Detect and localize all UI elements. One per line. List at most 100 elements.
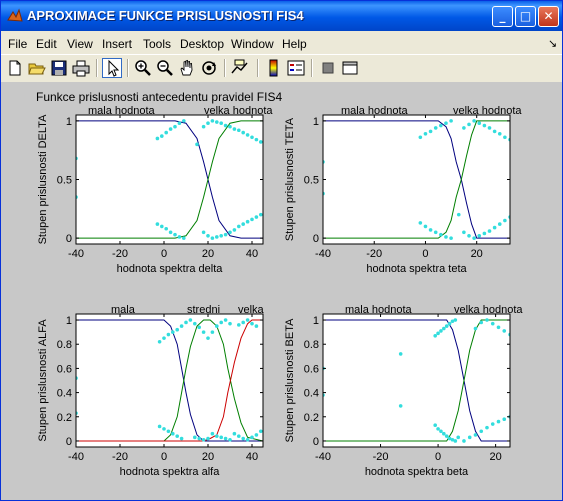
print-icon[interactable] bbox=[71, 58, 91, 78]
axes-panel-2[interactable]: -40 -20 0 20 0 0.5 1 hodnota spektra teta Stupen… bbox=[284, 105, 522, 275]
x-tick-label: 0 bbox=[161, 451, 167, 463]
data-point bbox=[206, 233, 210, 238]
menu-bar: File Edit View Insert Tools Desktop Wind… bbox=[1, 32, 562, 54]
menu-desktop[interactable]: Desktop bbox=[180, 37, 225, 51]
menu-edit[interactable]: Edit bbox=[36, 37, 57, 51]
y-tick-label: 0.8 bbox=[304, 339, 319, 351]
data-point bbox=[245, 133, 250, 137]
plot-area bbox=[323, 119, 510, 240]
y-tick-label: 0.4 bbox=[57, 388, 72, 400]
data-point bbox=[487, 229, 492, 233]
data-point bbox=[210, 119, 215, 123]
x-tick-label: -40 bbox=[68, 451, 84, 463]
x-tick-label: -20 bbox=[112, 248, 128, 260]
menu-tools[interactable]: Tools bbox=[143, 37, 172, 51]
data-point bbox=[162, 336, 166, 340]
data-point bbox=[219, 233, 223, 238]
data-point bbox=[503, 135, 507, 140]
data-point bbox=[250, 435, 254, 440]
data-point bbox=[223, 436, 228, 441]
data-point bbox=[418, 135, 423, 140]
menu-help[interactable]: Help bbox=[282, 37, 307, 51]
y-tick-label: 0 bbox=[313, 233, 319, 245]
data-point bbox=[482, 231, 487, 236]
data-point bbox=[423, 224, 428, 229]
close-button[interactable]: ✕ bbox=[538, 6, 559, 27]
data-point bbox=[206, 336, 210, 340]
data-point bbox=[439, 429, 443, 434]
data-point bbox=[188, 318, 193, 322]
maximize-button[interactable]: □ bbox=[515, 6, 536, 27]
menu-view[interactable]: View bbox=[67, 37, 93, 51]
zoom-in-icon[interactable] bbox=[133, 58, 153, 78]
data-point bbox=[237, 323, 241, 327]
data-point bbox=[201, 437, 206, 442]
title-bar[interactable]: APROXIMACE FUNKCE PRISLUSNOSTI FIS4 _ □ … bbox=[1, 1, 562, 31]
hide-plot-tools-icon[interactable] bbox=[318, 58, 338, 78]
x-axis-label: hodnota spektra delta bbox=[117, 263, 224, 275]
zoom-out-icon[interactable] bbox=[155, 58, 175, 78]
show-plot-tools-icon[interactable] bbox=[340, 58, 360, 78]
menu-file[interactable]: File bbox=[8, 37, 28, 51]
colorbar-icon[interactable] bbox=[264, 58, 284, 78]
y-tick-label: 0.6 bbox=[304, 363, 319, 375]
data-point bbox=[482, 123, 487, 128]
data-point bbox=[449, 119, 453, 123]
axes-panel-1[interactable]: -40 -20 0 20 40 0 0.5 1 hodnota spektra delta Stu… bbox=[37, 105, 273, 275]
data-point bbox=[160, 134, 164, 138]
data-point bbox=[418, 221, 423, 225]
x-tick-label: 0 bbox=[422, 248, 428, 260]
rotate-3d-icon[interactable] bbox=[199, 58, 219, 78]
toolbar-separator bbox=[96, 59, 98, 77]
y-tick-label: 0.8 bbox=[57, 339, 72, 351]
data-point bbox=[479, 429, 484, 434]
y-tick-label: 0 bbox=[66, 436, 72, 448]
data-point bbox=[171, 431, 175, 436]
data-point bbox=[166, 429, 171, 434]
data-point bbox=[228, 321, 232, 326]
menu-insert[interactable]: Insert bbox=[102, 37, 133, 51]
new-file-icon[interactable] bbox=[5, 58, 25, 78]
axes-panel-4[interactable]: -40 -20 0 20 0 0.2 0.4 0.6 0.8 1 hodnota spektra b… bbox=[284, 304, 523, 478]
series-line-2 bbox=[76, 319, 263, 442]
x-tick-label: -20 bbox=[112, 451, 128, 463]
pointer-arrow-icon[interactable] bbox=[102, 58, 122, 78]
x-tick-label: -40 bbox=[68, 248, 84, 260]
toolbar-separator bbox=[224, 59, 226, 77]
data-point bbox=[215, 434, 219, 438]
data-point bbox=[428, 228, 433, 232]
data-point bbox=[450, 437, 455, 442]
data-point bbox=[472, 119, 476, 123]
pan-hand-icon[interactable] bbox=[177, 58, 197, 78]
data-point bbox=[467, 122, 471, 127]
data-point bbox=[164, 226, 168, 231]
x-tick-label: -40 bbox=[315, 248, 331, 260]
data-point bbox=[223, 123, 228, 128]
series-line-1 bbox=[323, 120, 510, 239]
data-point bbox=[210, 330, 215, 334]
open-folder-icon[interactable] bbox=[27, 58, 47, 78]
data-point bbox=[503, 218, 507, 223]
data-point bbox=[433, 126, 438, 130]
figure-title: Funkce prislusnosti antecedentu pravidel… bbox=[36, 90, 282, 104]
minimize-button[interactable]: _ bbox=[492, 6, 513, 27]
legend-icon[interactable] bbox=[286, 58, 306, 78]
save-icon[interactable] bbox=[49, 58, 69, 78]
data-cursor-icon[interactable] bbox=[230, 58, 250, 78]
data-point bbox=[173, 232, 177, 237]
plot-area bbox=[76, 119, 263, 240]
y-axis-label: Stupen prislusnosti ALFA bbox=[37, 319, 49, 442]
dock-arrow-icon[interactable]: ↘ bbox=[548, 38, 558, 50]
data-point bbox=[184, 320, 188, 325]
data-point bbox=[179, 436, 184, 441]
axes-panel-3[interactable]: -40 -20 0 20 40 0 0.2 0.4 0.6 0.8 1 hodnota spektra… bbox=[37, 304, 265, 478]
y-axis-label: Stupen prislusnosti BETA bbox=[284, 318, 296, 443]
menu-window[interactable]: Window bbox=[231, 37, 274, 51]
data-point bbox=[436, 331, 440, 336]
data-point bbox=[241, 320, 245, 325]
data-point bbox=[254, 433, 259, 437]
data-point bbox=[433, 333, 438, 338]
plot-area bbox=[76, 318, 263, 442]
data-point bbox=[496, 325, 501, 330]
